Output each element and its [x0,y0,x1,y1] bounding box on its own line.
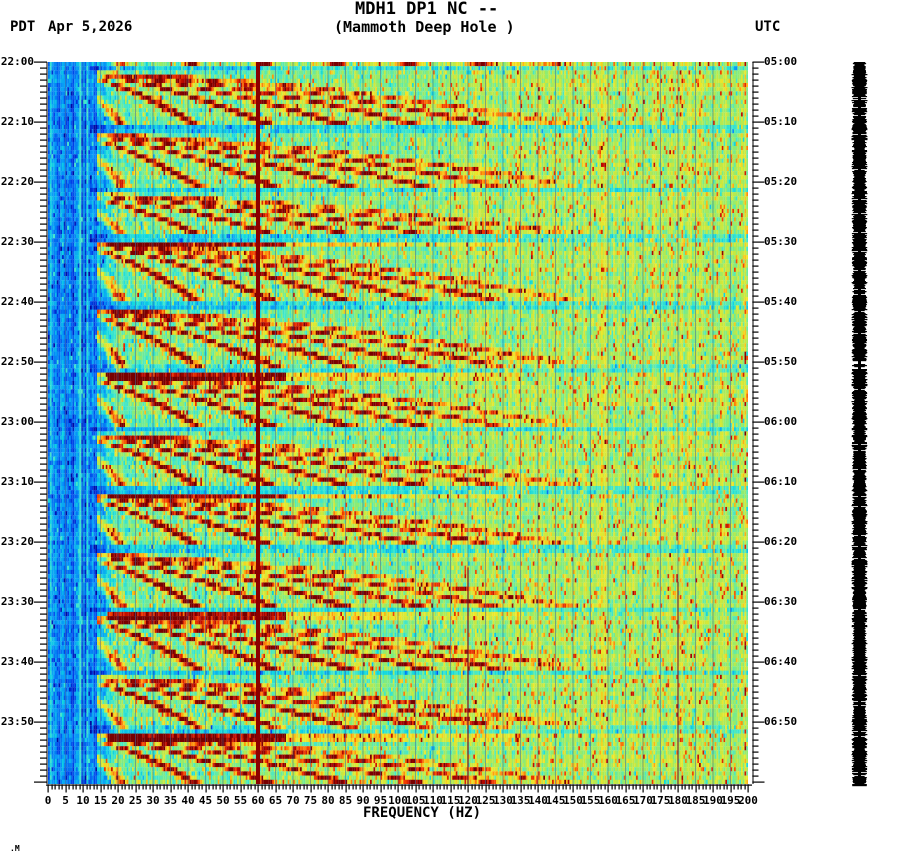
left-time-label: 22:30 [0,235,34,248]
frequency-tick-label: 90 [356,794,370,807]
left-time-label: 22:20 [0,175,34,188]
frequency-tick-label: 190 [703,794,723,807]
frequency-tick-label: 65 [268,794,283,807]
right-time-label: 05:00 [764,55,798,68]
frequency-tick-label: 160 [598,794,618,807]
frequency-tick-label: 145 [545,794,566,807]
station-title: MDH1 DP1 NC -- [355,0,499,19]
frequency-tick-label: 130 [493,794,513,807]
left-time-label: 23:50 [0,715,34,728]
right-time-label: 06:20 [764,535,798,548]
frequency-tick-label: 30 [146,794,160,807]
left-time-label: 22:00 [0,55,34,68]
frequency-tick-label: 150 [563,794,583,807]
frequency-tick-label: 55 [233,794,248,807]
spectrogram-heatmap-canvas [48,62,748,784]
frequency-tick-label: 180 [668,794,688,807]
right-time-label: 05:10 [764,115,798,128]
right-time-label: 06:10 [764,475,798,488]
frequency-tick-label: 45 [198,794,213,807]
left-time-label: 23:40 [0,655,34,668]
frequency-tick-label: 105 [405,794,426,807]
right-time-label: 06:00 [764,415,798,428]
frequency-tick-label: 100 [388,794,408,807]
frequency-tick-label: 135 [510,794,531,807]
amplitude-trace-bar [848,60,872,788]
frequency-tick-label: 115 [440,794,461,807]
right-time-label: 05:50 [764,355,798,368]
frequency-tick-label: 185 [685,794,706,807]
right-time-label: 06:30 [764,595,798,608]
right-time-label: 05:30 [764,235,798,248]
frequency-tick-label: 85 [338,794,353,807]
frequency-tick-label: 40 [181,794,195,807]
timezone-right-label: UTC [755,19,781,35]
frequency-tick-label: 95 [373,794,388,807]
right-time-label: 06:40 [764,655,798,668]
right-time-label: 05:20 [764,175,798,188]
left-time-label: 22:10 [0,115,34,128]
frequency-tick-label: 0 [44,794,52,807]
frequency-tick-label: 20 [111,794,125,807]
frequency-tick-label: 110 [423,794,443,807]
left-time-label: 23:20 [0,535,34,548]
corner-mark: .M [10,844,20,853]
frequency-tick-label: 175 [650,794,671,807]
frequency-tick-label: 140 [528,794,548,807]
frequency-tick-label: 35 [163,794,178,807]
right-time-label: 05:40 [764,295,798,308]
frequency-tick-label: 5 [62,794,69,807]
frequency-tick-label: 10 [76,794,90,807]
frequency-tick-label: 120 [458,794,478,807]
left-time-label: 23:10 [0,475,34,488]
date-label: Apr 5,2026 [48,19,133,35]
left-time-label: 22:50 [0,355,34,368]
frequency-axis-title: FREQUENCY (HZ) [363,805,482,821]
frequency-tick-label: 170 [633,794,653,807]
frequency-tick-label: 80 [321,794,335,807]
frequency-tick-label: 165 [615,794,636,807]
left-time-label: 22:40 [0,295,34,308]
frequency-tick-label: 155 [580,794,601,807]
frequency-tick-label: 200 [738,794,758,807]
right-time-label: 06:50 [764,715,798,728]
frequency-tick-label: 25 [128,794,143,807]
left-time-label: 23:30 [0,595,34,608]
timezone-left-label: PDT [10,19,36,35]
frequency-tick-label: 195 [720,794,741,807]
frequency-tick-label: 75 [303,794,318,807]
frequency-tick-label: 15 [93,794,108,807]
frequency-tick-label: 70 [286,794,300,807]
frequency-tick-label: 50 [216,794,230,807]
frequency-tick-label: 60 [251,794,265,807]
frequency-tick-label: 125 [475,794,496,807]
left-time-label: 23:00 [0,415,34,428]
station-subtitle: (Mammoth Deep Hole ) [334,18,515,36]
